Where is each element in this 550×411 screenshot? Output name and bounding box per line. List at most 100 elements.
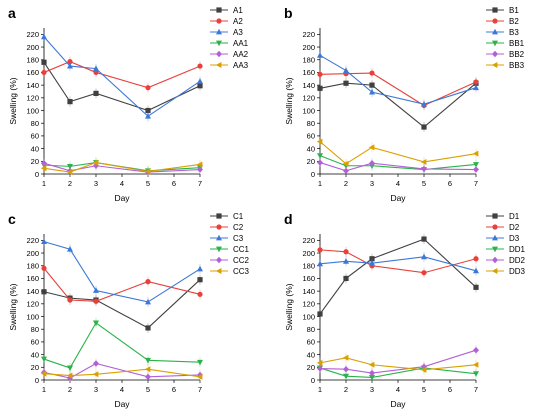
legend: B1 B2 B3 BB1 BB2 BB3 (486, 6, 525, 70)
y-tick-label: 220 (302, 30, 315, 39)
y-tick-label: 140 (26, 81, 39, 90)
data-point (196, 373, 203, 380)
data-point (421, 100, 427, 107)
data-point (93, 90, 99, 96)
x-tick-label: 2 (344, 179, 348, 188)
legend-label: BB1 (509, 39, 525, 48)
x-tick-label: 4 (120, 385, 124, 394)
legend-label: DD3 (509, 267, 526, 276)
series-dd2 (317, 345, 479, 379)
y-tick-label: 160 (26, 68, 39, 77)
data-point (197, 277, 203, 283)
legend-marker (216, 40, 222, 47)
y-tick-label: 0 (311, 170, 315, 179)
legend-label: AA1 (233, 39, 249, 48)
y-tick-label: 100 (302, 312, 315, 321)
y-tick-label: 100 (26, 106, 39, 115)
legend-item: D2 (486, 223, 520, 232)
data-point (197, 63, 203, 69)
legend-item: CC3 (210, 267, 250, 276)
legend-item: BB2 (486, 50, 525, 59)
series-line (43, 36, 201, 117)
data-point (145, 85, 151, 91)
series-line (319, 357, 477, 371)
legend-label: D1 (509, 212, 520, 221)
y-tick-label: 40 (307, 350, 315, 359)
y-axis-title: Swelling (%) (284, 77, 294, 124)
legend-item: C2 (210, 223, 244, 232)
legend-label: A1 (233, 6, 243, 15)
data-point (421, 236, 427, 242)
legend-marker (492, 7, 498, 13)
x-tick-label: 6 (448, 179, 452, 188)
data-point (145, 325, 151, 331)
series-line (43, 322, 201, 369)
panel-b: b 0 20 40 60 80 100 120 140 160 180 200 220 1 2 3 4 5 6 7 Da… (284, 5, 525, 203)
data-point (343, 373, 349, 380)
y-tick-label: 220 (26, 30, 39, 39)
data-point (473, 166, 479, 173)
data-point (369, 88, 375, 95)
panel-label: a (8, 5, 16, 21)
series-line (319, 141, 477, 165)
y-tick-label: 80 (31, 325, 39, 334)
legend-marker (492, 18, 498, 24)
y-tick-label: 140 (302, 287, 315, 296)
legend: D1 D2 D3 DD1 DD2 DD3 (486, 212, 526, 276)
legend-item: BB3 (486, 61, 525, 70)
legend-item: DD3 (486, 267, 526, 276)
y-axis-title: Swelling (%) (8, 283, 18, 330)
legend-label: B3 (509, 28, 519, 37)
legend-marker (216, 246, 222, 253)
legend-label: B2 (509, 17, 519, 26)
data-point (67, 62, 73, 69)
data-point (41, 69, 47, 76)
data-point (317, 52, 323, 58)
panel-label: c (8, 211, 16, 227)
y-tick-label: 120 (26, 94, 39, 103)
y-tick-label: 100 (302, 106, 315, 115)
legend-marker (216, 256, 222, 264)
series-c1 (41, 274, 203, 333)
legend-item: D1 (486, 212, 520, 221)
series-line (319, 72, 477, 107)
legend-label: DD2 (509, 256, 526, 265)
data-point (343, 366, 349, 373)
series-a2 (41, 56, 203, 93)
legend-item: CC2 (210, 256, 250, 265)
legend-marker (216, 18, 222, 24)
legend-marker (491, 268, 498, 274)
y-tick-label: 200 (26, 43, 39, 52)
data-point (368, 144, 375, 151)
panel-a: a 0 20 40 60 80 100 120 140 160 180 200 220 1 2 3 4 5 6 7 Da… (8, 5, 249, 203)
data-point (473, 346, 479, 354)
data-point (369, 160, 375, 167)
legend-marker (216, 213, 222, 219)
legend-item: D3 (486, 234, 520, 243)
series-c2 (41, 263, 203, 307)
legend-label: DD1 (509, 245, 526, 254)
y-tick-label: 20 (31, 363, 39, 372)
legend-item: AA2 (210, 50, 249, 59)
x-tick-label: 1 (42, 385, 46, 394)
legend-item: A1 (210, 6, 243, 15)
series-a3 (41, 31, 203, 122)
series-bb3 (316, 136, 479, 169)
legend-marker (492, 40, 498, 47)
data-point (144, 366, 151, 373)
data-point (41, 59, 47, 65)
data-point (473, 84, 479, 91)
x-tick-label: 5 (422, 385, 426, 394)
series-line (43, 61, 201, 89)
data-point (317, 159, 323, 166)
y-axis-title: Swelling (%) (8, 77, 18, 124)
data-point (343, 67, 349, 73)
x-tick-label: 3 (94, 385, 98, 394)
data-point (317, 365, 323, 372)
y-tick-label: 40 (307, 144, 315, 153)
legend-marker (492, 50, 498, 58)
y-tick-label: 120 (302, 94, 315, 103)
series-c3 (41, 236, 203, 307)
data-point (317, 71, 323, 77)
